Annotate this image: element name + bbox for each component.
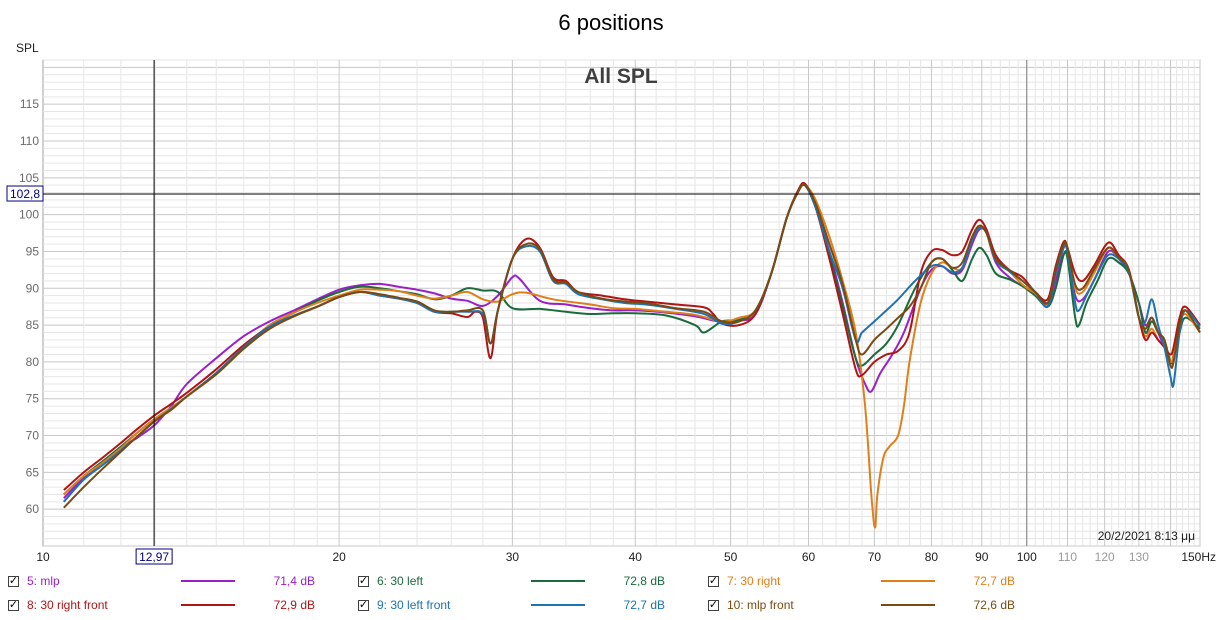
- x-tick-label: 80: [925, 550, 939, 564]
- x-tick-label: 150Hz: [1181, 550, 1216, 564]
- chart-title: 6 positions: [558, 10, 663, 35]
- x-tick-label: 10: [36, 550, 50, 564]
- y-tick-label: 80: [26, 355, 40, 369]
- legend-series-name: 5: mlp: [27, 574, 60, 588]
- cursor[interactable]: 102,8 12,97: [6, 60, 1200, 565]
- y-tick-label: 75: [26, 392, 40, 406]
- y-tick-label: 105: [19, 171, 39, 185]
- cursor-x-label: 12,97: [139, 550, 169, 564]
- legend-checkbox[interactable]: ✓: [358, 574, 369, 587]
- legend-checkbox[interactable]: ✓: [708, 598, 719, 611]
- legend-swatch: [531, 580, 585, 582]
- axis-ticks: 60 65 70 75 80 85 90 95 100 105 110 115 10 20 30 40 50 60…: [19, 97, 1216, 564]
- y-tick-label: 60: [26, 502, 40, 516]
- legend-item: ✓ 5: mlp 71,4 dB: [8, 571, 315, 591]
- x-tick-label: 60: [802, 550, 816, 564]
- x-tick-label: 50: [724, 550, 738, 564]
- series-line: [63, 183, 1201, 529]
- x-tick-label: 30: [506, 550, 520, 564]
- x-tick-label-minor: 110: [1058, 550, 1077, 564]
- x-tick-label: 20: [332, 550, 346, 564]
- legend-series-name: 6: 30 left: [377, 574, 424, 588]
- legend-level: 72,8 dB: [623, 574, 665, 588]
- y-tick-label: 115: [20, 97, 39, 111]
- x-tick-label: 90: [975, 550, 989, 564]
- legend: ✓ 5: mlp 71,4 dB ✓ 6: 30 left 72,8 dB ✓ 7: 30 r…: [0, 568, 1222, 620]
- y-tick-label: 85: [26, 318, 40, 332]
- y-tick-label: 110: [20, 134, 39, 148]
- x-tick-label: 70: [868, 550, 882, 564]
- series-lines: [63, 181, 1201, 529]
- y-tick-label: 90: [26, 281, 40, 295]
- legend-series-name: 10: mlp front: [727, 598, 794, 612]
- legend-swatch: [181, 604, 235, 606]
- timestamp: 20/2/2021 8:13 μμ: [1098, 529, 1195, 543]
- legend-checkbox[interactable]: ✓: [8, 574, 19, 587]
- legend-item: ✓ 8: 30 right front 72,9 dB: [8, 595, 315, 615]
- legend-series-name: 7: 30 right: [727, 574, 781, 588]
- legend-checkbox[interactable]: ✓: [358, 598, 369, 611]
- cursor-y-box: [6, 185, 44, 202]
- legend-swatch: [881, 604, 935, 606]
- legend-item: ✓ 7: 30 right 72,7 dB: [708, 571, 1015, 591]
- x-tick-label-minor: 130: [1129, 550, 1149, 564]
- inner-title: All SPL: [584, 65, 658, 88]
- y-tick-label: 100: [19, 208, 39, 222]
- spl-chart: 6 positions SPL 102,8 12,97 60 65 70 75 80 85 9…: [6, 10, 1216, 565]
- legend-swatch: [881, 580, 935, 582]
- x-tick-label: 40: [629, 550, 643, 564]
- legend-level: 72,7 dB: [973, 574, 1015, 588]
- legend-checkbox[interactable]: ✓: [708, 574, 719, 587]
- legend-checkbox[interactable]: ✓: [8, 598, 19, 611]
- legend-item: ✓ 9: 30 left front 72,7 dB: [358, 595, 665, 615]
- y-tick-label: 65: [26, 465, 40, 479]
- y-axis-label: SPL: [16, 41, 39, 55]
- legend-level: 72,7 dB: [623, 598, 665, 612]
- legend-level: 71,4 dB: [273, 574, 315, 588]
- x-tick-label-minor: 120: [1095, 550, 1115, 564]
- y-tick-label: 95: [26, 244, 40, 258]
- legend-level: 72,6 dB: [973, 598, 1015, 612]
- x-tick-label: 100: [1017, 550, 1037, 564]
- cursor-x-box: [135, 548, 173, 565]
- legend-series-name: 8: 30 right front: [27, 598, 108, 612]
- legend-swatch: [531, 604, 585, 606]
- y-tick-label: 70: [26, 429, 40, 443]
- grid: [43, 59, 1201, 547]
- legend-item: ✓ 6: 30 left 72,8 dB: [358, 571, 665, 591]
- legend-level: 72,9 dB: [273, 598, 315, 612]
- cursor-y-label: 102,8: [10, 187, 40, 201]
- series-line: [63, 183, 1201, 509]
- legend-series-name: 9: 30 left front: [377, 598, 451, 612]
- legend-swatch: [181, 580, 235, 582]
- legend-item: ✓ 10: mlp front 72,6 dB: [708, 595, 1015, 615]
